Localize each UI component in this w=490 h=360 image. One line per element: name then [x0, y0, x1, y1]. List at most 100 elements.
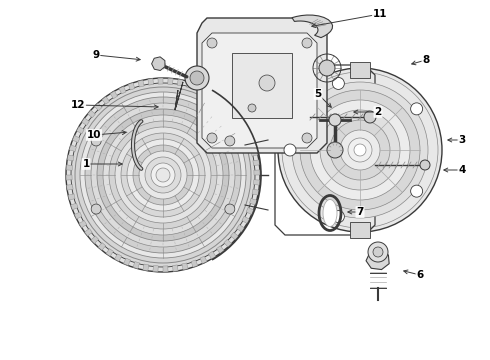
- Polygon shape: [67, 185, 73, 190]
- Polygon shape: [187, 81, 193, 89]
- Polygon shape: [175, 82, 183, 110]
- Polygon shape: [252, 189, 259, 195]
- Polygon shape: [253, 160, 260, 166]
- Polygon shape: [224, 239, 232, 247]
- Polygon shape: [231, 232, 238, 240]
- Circle shape: [103, 115, 223, 235]
- Circle shape: [354, 144, 366, 156]
- Polygon shape: [138, 80, 144, 87]
- Polygon shape: [253, 180, 260, 185]
- Polygon shape: [213, 94, 220, 102]
- Circle shape: [300, 90, 420, 210]
- Circle shape: [411, 185, 423, 197]
- Circle shape: [330, 120, 390, 180]
- Circle shape: [302, 133, 312, 143]
- Polygon shape: [209, 251, 216, 259]
- Polygon shape: [82, 118, 89, 125]
- Polygon shape: [148, 78, 153, 85]
- Polygon shape: [350, 222, 370, 238]
- Polygon shape: [237, 225, 245, 232]
- Circle shape: [284, 144, 296, 156]
- Circle shape: [115, 127, 211, 223]
- Polygon shape: [123, 258, 130, 266]
- Circle shape: [259, 75, 275, 91]
- Circle shape: [329, 114, 341, 126]
- Polygon shape: [232, 53, 292, 118]
- Polygon shape: [254, 170, 260, 175]
- Polygon shape: [85, 229, 92, 236]
- Polygon shape: [200, 256, 207, 264]
- Polygon shape: [251, 150, 258, 156]
- Polygon shape: [244, 131, 251, 138]
- Polygon shape: [91, 236, 98, 244]
- Circle shape: [133, 145, 193, 205]
- Polygon shape: [102, 96, 109, 104]
- Polygon shape: [168, 78, 173, 85]
- Polygon shape: [88, 110, 96, 118]
- Polygon shape: [128, 83, 135, 90]
- Circle shape: [278, 68, 442, 232]
- Polygon shape: [350, 62, 370, 78]
- Polygon shape: [182, 263, 188, 270]
- Circle shape: [348, 138, 372, 162]
- Polygon shape: [67, 155, 74, 161]
- Circle shape: [411, 103, 423, 115]
- Polygon shape: [106, 249, 114, 256]
- Polygon shape: [158, 78, 163, 84]
- Polygon shape: [151, 57, 165, 71]
- Text: 10: 10: [87, 130, 101, 140]
- Text: 11: 11: [373, 9, 387, 19]
- Polygon shape: [119, 86, 126, 94]
- Circle shape: [340, 130, 380, 170]
- Polygon shape: [95, 103, 102, 111]
- Circle shape: [302, 38, 312, 48]
- Polygon shape: [242, 216, 249, 224]
- Text: 7: 7: [356, 207, 364, 217]
- Text: 5: 5: [315, 89, 321, 99]
- Circle shape: [71, 83, 255, 267]
- Polygon shape: [249, 199, 257, 205]
- Circle shape: [139, 151, 187, 199]
- Polygon shape: [197, 18, 327, 153]
- Circle shape: [127, 139, 199, 211]
- Polygon shape: [66, 175, 72, 180]
- Circle shape: [145, 157, 181, 193]
- Polygon shape: [133, 262, 140, 269]
- Circle shape: [225, 204, 235, 214]
- Circle shape: [121, 133, 205, 217]
- Polygon shape: [143, 264, 149, 271]
- Polygon shape: [204, 89, 212, 96]
- Polygon shape: [79, 220, 87, 228]
- Polygon shape: [196, 85, 202, 92]
- Polygon shape: [68, 194, 75, 200]
- Polygon shape: [202, 33, 317, 148]
- Circle shape: [248, 104, 256, 112]
- Text: 3: 3: [458, 135, 466, 145]
- Polygon shape: [115, 254, 122, 261]
- Circle shape: [91, 103, 235, 247]
- Circle shape: [320, 110, 400, 190]
- Circle shape: [207, 38, 217, 48]
- Circle shape: [420, 160, 430, 170]
- Text: 12: 12: [71, 100, 85, 110]
- Circle shape: [80, 92, 246, 258]
- Circle shape: [368, 242, 388, 262]
- Circle shape: [97, 109, 229, 241]
- Circle shape: [292, 82, 428, 218]
- Polygon shape: [110, 91, 118, 99]
- Circle shape: [66, 78, 260, 272]
- Polygon shape: [177, 79, 183, 86]
- Text: 2: 2: [374, 107, 382, 117]
- Circle shape: [185, 66, 209, 90]
- Circle shape: [190, 71, 204, 85]
- Polygon shape: [220, 100, 228, 107]
- Circle shape: [207, 133, 217, 143]
- Polygon shape: [366, 250, 389, 270]
- Polygon shape: [66, 165, 73, 170]
- Polygon shape: [98, 243, 106, 251]
- Circle shape: [332, 211, 344, 222]
- Circle shape: [91, 136, 101, 146]
- Circle shape: [319, 60, 335, 76]
- Polygon shape: [246, 208, 253, 215]
- Text: 6: 6: [416, 270, 424, 280]
